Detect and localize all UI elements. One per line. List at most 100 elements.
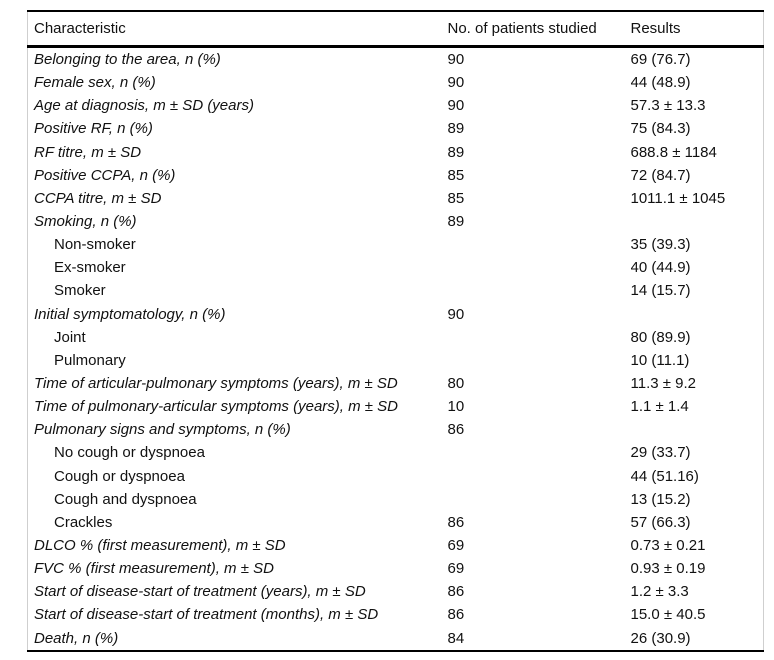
cell-characteristic: Ex-smoker — [54, 259, 126, 277]
table-row: Pulmonary signs and symptoms, n (%) 86 — [28, 418, 764, 441]
table-row: Pulmonary 10 (11.1) — [28, 349, 764, 372]
cell-characteristic: Pulmonary — [54, 351, 126, 369]
cell-patients-studied — [448, 279, 631, 302]
characteristics-table: Characteristic No. of patients studied R… — [27, 10, 764, 652]
table-row: Positive CCPA, n (%) 85 72 (84.7) — [28, 164, 764, 187]
cell-characteristic: Female sex, n (%) — [34, 74, 156, 92]
cell-characteristic: Initial symptomatology, n (%) — [34, 305, 226, 323]
table-row: FVC % (first measurement), m ± SD 69 0.9… — [28, 557, 764, 580]
cell-result: 1011.1 ± 1045 — [630, 189, 726, 207]
table-header: Characteristic No. of patients studied R… — [27, 11, 764, 48]
table-row: CCPA titre, m ± SD 85 1011.1 ± 1045 — [28, 187, 764, 210]
cell-result: 10 (11.1) — [630, 351, 690, 369]
column-header-results: Results — [630, 11, 764, 48]
cell-result: 40 (44.9) — [630, 259, 691, 277]
table-row: Time of pulmonary-articular symptoms (ye… — [28, 395, 764, 418]
cell-patients-studied — [448, 256, 631, 279]
cell-patients-studied: 89 — [447, 213, 465, 231]
cell-patients-studied: 69 — [447, 537, 465, 555]
cell-result: 75 (84.3) — [630, 120, 691, 138]
cell-patients-studied: 10 — [447, 398, 465, 416]
cell-patients-studied — [448, 349, 631, 372]
cell-characteristic: DLCO % (first measurement), m ± SD — [34, 537, 286, 555]
cell-result: 57 (66.3) — [630, 513, 691, 531]
cell-result — [631, 303, 764, 326]
cell-characteristic: Positive RF, n (%) — [34, 120, 153, 138]
cell-patients-studied — [448, 488, 631, 511]
cell-patients-studied: 86 — [447, 583, 465, 601]
cell-result: 69 (76.7) — [630, 51, 691, 69]
cell-characteristic: Joint — [54, 328, 86, 346]
column-header-no-of-patients: No. of patients studied — [447, 11, 631, 48]
cell-characteristic: CCPA titre, m ± SD — [34, 189, 162, 207]
table-body: Belonging to the area, n (%) 90 69 (76.7… — [28, 47, 764, 651]
cell-characteristic: Pulmonary signs and symptoms, n (%) — [34, 421, 291, 439]
cell-characteristic: Smoking, n (%) — [34, 213, 137, 231]
cell-result: 13 (15.2) — [630, 490, 691, 508]
cell-characteristic: Start of disease-start of treatment (yea… — [34, 583, 366, 601]
table-row: Joint 80 (89.9) — [28, 326, 764, 349]
table-row: Start of disease-start of treatment (mon… — [28, 603, 764, 626]
table-row: Cough or dyspnoea 44 (51.16) — [28, 465, 764, 488]
table-row: Start of disease-start of treatment (yea… — [28, 580, 764, 603]
table-container: Characteristic No. of patients studied R… — [27, 10, 764, 652]
header-row: Characteristic No. of patients studied R… — [27, 11, 764, 48]
cell-result: 14 (15.7) — [630, 282, 691, 300]
cell-result: 44 (51.16) — [630, 467, 699, 485]
cell-result: 1.2 ± 3.3 — [630, 583, 689, 601]
cell-characteristic: Cough or dyspnoea — [54, 467, 185, 485]
cell-characteristic: Non-smoker — [54, 236, 136, 254]
cell-characteristic: Time of articular-pulmonary symptoms (ye… — [34, 375, 398, 393]
cell-patients-studied: 90 — [447, 97, 465, 115]
cell-patients-studied — [448, 326, 631, 349]
cell-result: 26 (30.9) — [630, 629, 691, 647]
cell-patients-studied — [448, 441, 631, 464]
cell-patients-studied: 80 — [447, 375, 465, 393]
table-row: Crackles 86 57 (66.3) — [28, 511, 764, 534]
table-row: No cough or dyspnoea 29 (33.7) — [28, 441, 764, 464]
cell-characteristic: Cough and dyspnoea — [54, 490, 197, 508]
cell-characteristic: No cough or dyspnoea — [54, 444, 205, 462]
table-row: RF titre, m ± SD 89 688.8 ± 1184 — [28, 141, 764, 164]
table-row: Age at diagnosis, m ± SD (years) 90 57.3… — [28, 94, 764, 117]
cell-result: 29 (33.7) — [630, 444, 691, 462]
cell-patients-studied: 85 — [447, 166, 465, 184]
cell-patients-studied: 85 — [447, 189, 465, 207]
cell-patients-studied — [448, 233, 631, 256]
cell-result — [631, 418, 764, 441]
table-row: Time of articular-pulmonary symptoms (ye… — [28, 372, 764, 395]
cell-patients-studied: 90 — [447, 305, 465, 323]
cell-result: 72 (84.7) — [630, 166, 691, 184]
cell-patients-studied: 86 — [447, 606, 465, 624]
cell-result: 80 (89.9) — [630, 328, 691, 346]
cell-patients-studied: 89 — [447, 143, 465, 161]
cell-characteristic: FVC % (first measurement), m ± SD — [34, 560, 274, 578]
table-row: Smoker 14 (15.7) — [28, 279, 764, 302]
cell-patients-studied: 84 — [447, 629, 465, 647]
table-row: Non-smoker 35 (39.3) — [28, 233, 764, 256]
cell-result: 0.93 ± 0.19 — [630, 560, 706, 578]
cell-characteristic: Belonging to the area, n (%) — [34, 51, 221, 69]
cell-characteristic: Start of disease-start of treatment (mon… — [34, 606, 379, 624]
table-row: Initial symptomatology, n (%) 90 — [28, 303, 764, 326]
table-row: Death, n (%) 84 26 (30.9) — [28, 627, 764, 651]
cell-characteristic: RF titre, m ± SD — [34, 143, 142, 161]
cell-result: 15.0 ± 40.5 — [630, 606, 706, 624]
table-row: Belonging to the area, n (%) 90 69 (76.7… — [28, 47, 764, 72]
table-row: Ex-smoker 40 (44.9) — [28, 256, 764, 279]
cell-patients-studied: 90 — [447, 74, 465, 92]
cell-result — [631, 210, 764, 233]
cell-characteristic: Time of pulmonary-articular symptoms (ye… — [34, 398, 399, 416]
cell-patients-studied: 69 — [447, 560, 465, 578]
cell-result: 11.3 ± 9.2 — [630, 375, 697, 393]
cell-characteristic: Crackles — [54, 513, 113, 531]
table-row: Cough and dyspnoea 13 (15.2) — [28, 488, 764, 511]
cell-characteristic: Positive CCPA, n (%) — [34, 166, 176, 184]
cell-result: 0.73 ± 0.21 — [630, 537, 706, 555]
cell-characteristic: Smoker — [54, 282, 106, 300]
cell-patients-studied: 90 — [447, 51, 465, 69]
table-row: Female sex, n (%) 90 44 (48.9) — [28, 71, 764, 94]
cell-result: 688.8 ± 1184 — [630, 143, 717, 161]
cell-patients-studied: 89 — [447, 120, 465, 138]
